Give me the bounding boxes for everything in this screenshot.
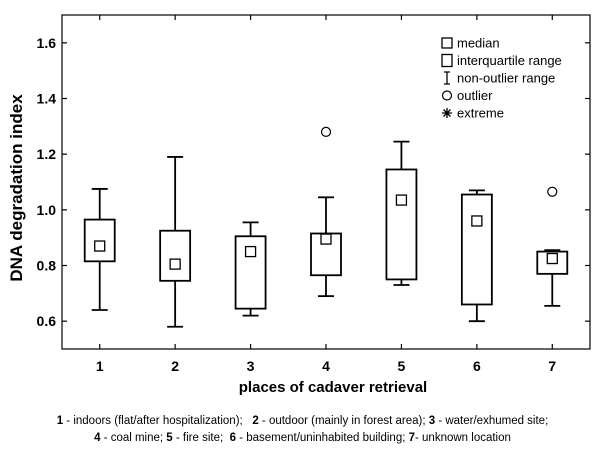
median-marker xyxy=(244,245,257,258)
footnote-number: 4 xyxy=(94,432,101,444)
footnote-line-1: 1 - indoors (flat/after hospitalization)… xyxy=(0,413,605,429)
legend-extreme-symbol xyxy=(442,108,452,118)
footnote-text: - outdoor (mainly in forest area); xyxy=(258,415,429,427)
outlier-point xyxy=(320,126,332,137)
median-marker xyxy=(320,233,332,245)
x-tick-label: 3 xyxy=(247,358,255,374)
footnote-number: 6 xyxy=(229,432,236,444)
x-tick-label: 2 xyxy=(171,358,179,374)
median-marker xyxy=(94,240,106,252)
y-tick-label: 1.2 xyxy=(37,146,57,162)
legend-label-interquartile-range: interquartile range xyxy=(457,53,562,68)
median-marker xyxy=(395,194,408,206)
x-tick-label: 1 xyxy=(96,358,104,374)
iqr-box xyxy=(159,229,192,282)
box-group-3 xyxy=(234,221,267,317)
footnote-number: 5 xyxy=(166,432,173,444)
box-group-7 xyxy=(536,186,569,307)
legend-median-symbol xyxy=(441,37,453,49)
outlier-point xyxy=(547,186,558,197)
box-group-4 xyxy=(310,126,342,298)
footnote-text: - fire site; xyxy=(172,432,230,444)
y-tick-label: 1.4 xyxy=(37,91,57,107)
median-marker xyxy=(169,258,181,270)
legend-label-extreme: extreme xyxy=(457,106,504,121)
legend-label-median: median xyxy=(457,36,500,51)
footnote-text: - water/exhumed site; xyxy=(435,415,549,427)
iqr-box xyxy=(310,232,342,277)
legend-label-outlier: outlier xyxy=(457,88,493,103)
footnote-line-2: 4 - coal mine; 5 - fire site; 6 - baseme… xyxy=(0,430,605,446)
x-tick-label: 6 xyxy=(473,358,481,374)
footnote-number: 3 xyxy=(428,415,436,427)
legend: median interquartile range non-outlier ran… xyxy=(441,36,562,121)
median-marker xyxy=(546,252,558,265)
box-group-2 xyxy=(159,156,192,328)
legend-outlier-symbol xyxy=(441,90,453,101)
iqr-box xyxy=(460,193,493,306)
footnote-text: - coal mine; xyxy=(100,432,167,444)
y-tick-label: 1.6 xyxy=(37,35,57,51)
footnote-number: 1 xyxy=(56,415,64,427)
x-axis-label: places of cadaver retrieval xyxy=(239,379,427,396)
x-tick-label: 7 xyxy=(548,358,556,374)
median-marker xyxy=(471,215,483,227)
y-tick-label: 0.8 xyxy=(37,258,57,274)
footnote-number: 2 xyxy=(252,415,259,427)
y-tick-label: 0.6 xyxy=(37,313,57,329)
iqr-box xyxy=(385,168,418,281)
footnote-number: 7 xyxy=(408,432,416,444)
y-tick-label: 1.0 xyxy=(37,202,57,218)
x-tick-label: 4 xyxy=(322,358,330,374)
footnote-text: - basement/uninhabited building; xyxy=(235,432,409,444)
box-group-5 xyxy=(385,140,418,286)
footnote-text: - unknown location xyxy=(415,432,511,444)
y-axis-label: DNA degradation index xyxy=(7,94,26,282)
legend-box-symbol xyxy=(441,53,453,68)
box-group-1 xyxy=(83,188,116,311)
box-group-6 xyxy=(460,189,493,323)
boxplot-chart: 0.6 0.8 1.0 1.2 1.4 1.6 1 2 3 4 5 6 7 median interquar… xyxy=(7,14,591,396)
x-tick-label: 5 xyxy=(398,358,406,374)
legend-whisker-symbol xyxy=(444,71,450,85)
legend-label-non-outlier-range: non-outlier range xyxy=(457,71,555,86)
footnote-text: - indoors (flat/after hospitalization); xyxy=(63,415,253,427)
